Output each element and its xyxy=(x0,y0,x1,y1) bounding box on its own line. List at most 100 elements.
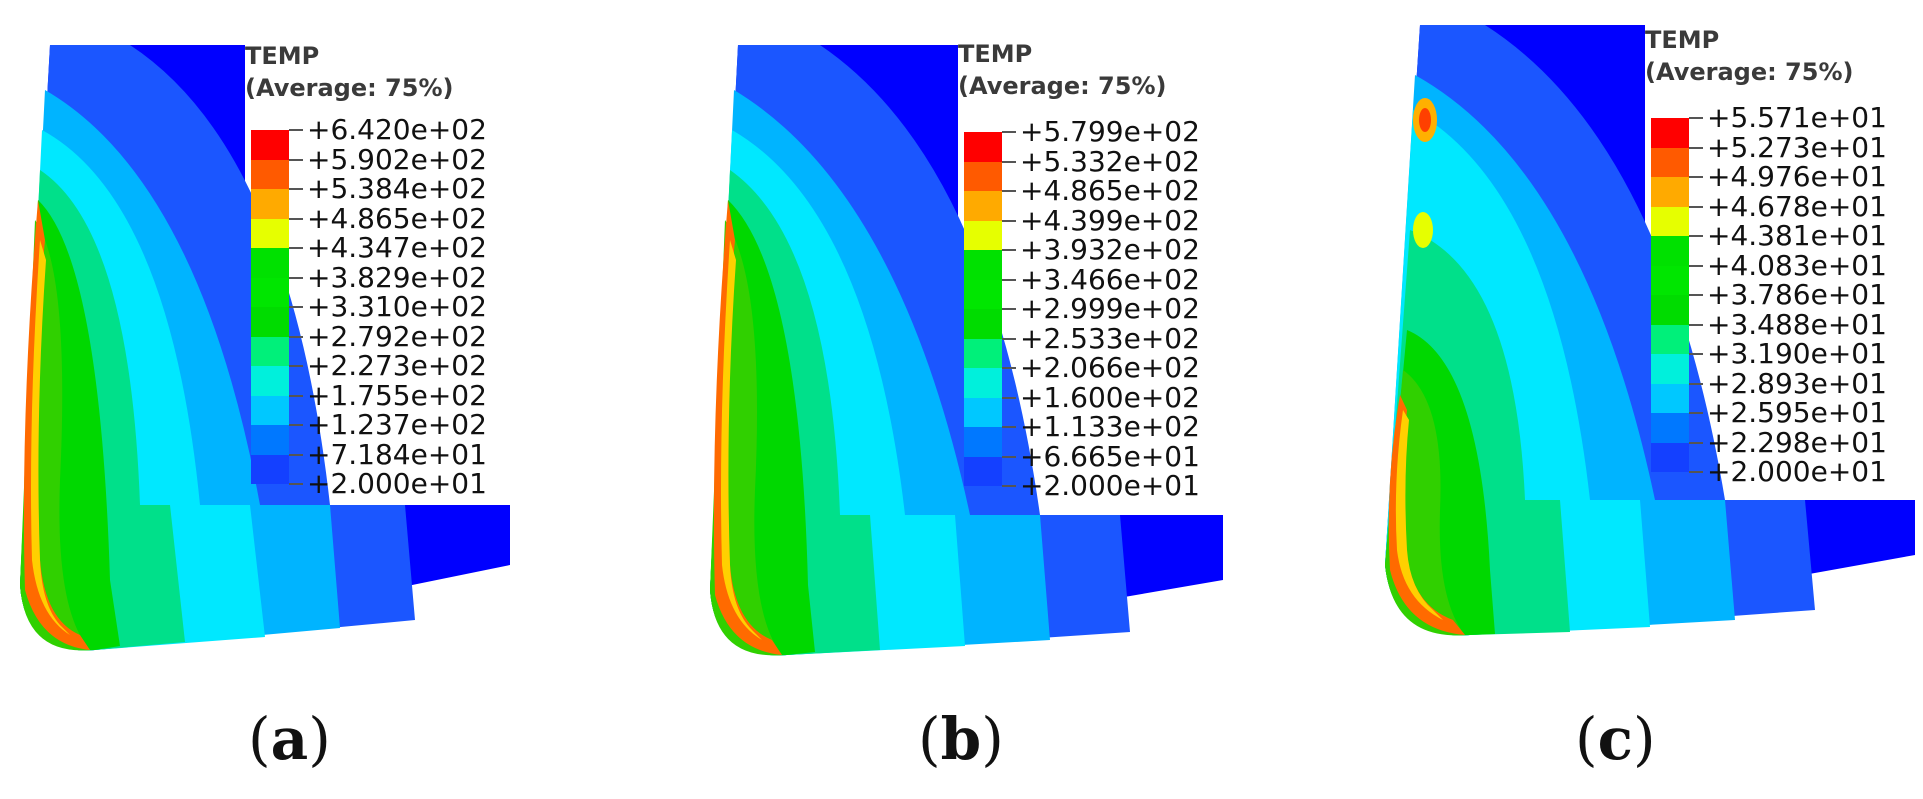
caption-close: ) xyxy=(981,705,1004,773)
legend-tick xyxy=(289,276,303,279)
legend-row: +1.755e+02 xyxy=(245,380,487,425)
legend-value: +2.273e+02 xyxy=(307,349,487,382)
legend-row: +5.902e+02 xyxy=(245,144,487,189)
legend-swatch xyxy=(1651,383,1689,413)
legend-row: +2.893e+01 xyxy=(1645,368,1887,413)
legend-row: +4.865e+02 xyxy=(958,176,1200,221)
legend-row: +2.595e+01 xyxy=(1645,398,1887,443)
legend-row: +4.381e+01 xyxy=(1645,221,1887,266)
legend-value: +3.932e+02 xyxy=(1020,233,1200,266)
legend-swatch xyxy=(964,279,1002,309)
legend-value: +2.298e+01 xyxy=(1707,425,1887,459)
caption-letter: a xyxy=(270,705,309,773)
legend-tick xyxy=(1689,441,1703,444)
legend-row: +3.786e+01 xyxy=(1645,280,1887,325)
caption-letter: c xyxy=(1597,705,1633,773)
legend-value: +2.000e+01 xyxy=(1020,469,1200,502)
legend-value: +4.399e+02 xyxy=(1020,203,1200,237)
legend-row: +2.000e+01 xyxy=(958,471,1200,516)
legend-value: +2.533e+02 xyxy=(1020,321,1200,355)
caption-close: ) xyxy=(308,705,331,773)
panel-b: TEMP (Average: 75%) +5.799e+02 +5.332e+0… xyxy=(690,0,1310,799)
legend-value: +5.571e+01 xyxy=(1707,101,1887,134)
legend-title: TEMP xyxy=(1645,26,1720,54)
legend-value: +5.384e+02 xyxy=(307,172,487,205)
legend-value: +2.066e+02 xyxy=(1020,351,1200,384)
legend-tick xyxy=(1689,294,1703,296)
legend-tick xyxy=(1689,264,1703,267)
legend-swatch xyxy=(964,338,1002,368)
legend-tick xyxy=(289,483,303,485)
legend-tick xyxy=(289,247,303,249)
legend-swatch xyxy=(1651,147,1689,177)
legend-row: +6.420e+02 xyxy=(245,115,487,160)
legend-value: +1.237e+02 xyxy=(307,408,487,441)
legend-value: +4.865e+02 xyxy=(1020,174,1200,207)
legend-value: +5.799e+02 xyxy=(1020,115,1200,148)
panel-c: TEMP (Average: 75%) +5.571e+01 +5.273e+0… xyxy=(1365,0,1923,799)
legend-tick xyxy=(289,394,303,397)
legend-tick xyxy=(1689,205,1703,208)
legend-value: +3.466e+02 xyxy=(1020,262,1200,296)
legend-tick xyxy=(1002,426,1016,428)
legend-row: +6.665e+01 xyxy=(958,441,1200,486)
legend-value: +4.678e+01 xyxy=(1707,189,1887,223)
legend-tick xyxy=(1689,412,1703,414)
legend-tick xyxy=(289,365,303,367)
legend-subtitle: (Average: 75%) xyxy=(958,72,1167,100)
legend-swatch xyxy=(251,248,289,278)
legend-swatch xyxy=(251,336,289,366)
legend-value: +4.381e+01 xyxy=(1707,219,1887,252)
legend-swatch xyxy=(964,427,1002,457)
legend-row: +3.190e+01 xyxy=(1645,339,1887,384)
legend-tick xyxy=(1689,323,1703,326)
legend-swatch xyxy=(1651,206,1689,236)
caption-open: ( xyxy=(918,705,941,773)
legend-row: +5.273e+01 xyxy=(1645,132,1887,177)
legend-row: +7.184e+01 xyxy=(245,439,487,484)
legend-tick xyxy=(1689,146,1703,149)
legend-value: +4.865e+02 xyxy=(307,201,487,235)
legend-row: +3.829e+02 xyxy=(245,262,487,307)
legend-value: +2.999e+02 xyxy=(1020,292,1200,325)
legend-tick xyxy=(1002,455,1016,458)
legend-swatch xyxy=(1651,177,1689,207)
legend-title: TEMP xyxy=(958,40,1033,68)
legend-tick xyxy=(289,424,303,426)
legend-value: +1.133e+02 xyxy=(1020,410,1200,443)
contour-plot-a xyxy=(20,45,510,651)
legend-tick xyxy=(1689,382,1703,385)
contour-plot-b xyxy=(710,45,1223,656)
legend-value: +2.792e+02 xyxy=(307,319,487,353)
caption-c: (c) xyxy=(1575,705,1656,773)
legend-row: +4.865e+02 xyxy=(245,203,487,248)
legend-swatch xyxy=(964,161,1002,191)
legend-tick xyxy=(1689,176,1703,178)
legend-tick xyxy=(1002,396,1016,399)
legend-swatch xyxy=(1651,118,1689,148)
legend-swatch xyxy=(1651,442,1689,472)
legend-b: TEMP (Average: 75%) +5.799e+02 +5.332e+0… xyxy=(958,38,1200,516)
legend-tick xyxy=(289,306,303,308)
legend-rows: +5.799e+02 +5.332e+02 +4.865e+02 +4.399e… xyxy=(958,117,1200,516)
legend-row: +5.332e+02 xyxy=(958,146,1200,191)
legend-tick xyxy=(289,217,303,220)
caption-close: ) xyxy=(1632,705,1656,773)
legend-swatch xyxy=(251,395,289,425)
legend-rows: +5.571e+01 +5.273e+01 +4.976e+01 +4.678e… xyxy=(1645,103,1887,502)
legend-value: +2.000e+01 xyxy=(1707,455,1887,488)
legend-row: +5.571e+01 xyxy=(1645,103,1887,148)
legend-swatch xyxy=(251,218,289,248)
legend-subtitle: (Average: 75%) xyxy=(245,74,454,102)
legend-value: +2.893e+01 xyxy=(1707,366,1887,400)
legend-swatch xyxy=(251,189,289,219)
legend-value: +1.755e+02 xyxy=(307,378,487,412)
legend-swatch xyxy=(1651,324,1689,354)
legend-row: +2.298e+01 xyxy=(1645,427,1887,472)
legend-c: TEMP (Average: 75%) +5.571e+01 +5.273e+0… xyxy=(1645,24,1887,502)
legend-row: +4.976e+01 xyxy=(1645,162,1887,207)
legend-title: TEMP xyxy=(245,42,320,70)
legend-row: +3.488e+01 xyxy=(1645,309,1887,354)
legend-subtitle: (Average: 75%) xyxy=(1645,58,1854,86)
legend-a: TEMP (Average: 75%) +6.420e+02 +5.902e+0… xyxy=(245,40,487,514)
